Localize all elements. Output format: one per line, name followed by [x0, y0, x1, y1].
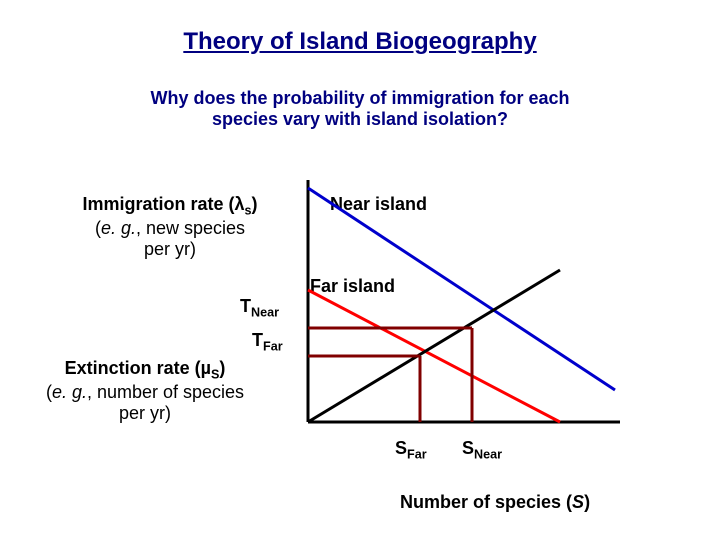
x-axis-prefix: Number of species ( [400, 492, 572, 512]
subtitle-line2: species vary with island isolation? [212, 109, 508, 129]
near-island-line [308, 188, 615, 390]
s-near-prefix: S [462, 438, 474, 458]
extinction-detail-2: per yr) [119, 403, 171, 423]
extinction-close: ) [219, 358, 225, 378]
subtitle: Why does the probability of immigration … [0, 88, 720, 130]
x-axis-italic: S [572, 492, 584, 512]
s-far-label: SFar [395, 438, 427, 462]
x-axis-label: Number of species (S) [400, 492, 590, 513]
title-text: Theory of Island Biogeography [183, 28, 536, 55]
subtitle-line1: Why does the probability of immigration … [150, 88, 569, 108]
immigration-rate-label: Immigration rate (λs) (e. g., new specie… [60, 194, 280, 260]
immigration-detail-2: per yr) [144, 239, 196, 259]
s-near-sub: Near [474, 448, 502, 462]
s-far-prefix: S [395, 438, 407, 458]
imm-det-rest: , new species [136, 218, 245, 238]
t-near-sub: Near [251, 306, 279, 320]
ext-det-rest: , number of species [87, 382, 244, 402]
imm-det-italic: e. g. [101, 218, 136, 238]
immigration-detail-1: (e. g., new species [95, 218, 245, 238]
biogeography-chart [300, 180, 630, 430]
extinction-line [308, 270, 560, 422]
immigration-subscript: s [245, 204, 252, 218]
s-near-label: SNear [462, 438, 502, 462]
t-near-label: TNear [240, 296, 279, 320]
t-far-label: TFar [252, 330, 283, 354]
t-far-sub: Far [263, 340, 283, 354]
page-title: Theory of Island Biogeography [0, 28, 720, 56]
ext-det-italic: e. g. [52, 382, 87, 402]
extinction-rate-label: Extinction rate (µS) (e. g., number of s… [20, 358, 270, 424]
extinction-text: Extinction rate (µ [65, 358, 211, 378]
immigration-text: Immigration rate (λ [82, 194, 244, 214]
t-near-prefix: T [240, 296, 251, 316]
extinction-detail-1: (e. g., number of species [46, 382, 244, 402]
s-far-sub: Far [407, 448, 427, 462]
immigration-close: ) [252, 194, 258, 214]
x-axis-suffix: ) [584, 492, 590, 512]
t-far-prefix: T [252, 330, 263, 350]
